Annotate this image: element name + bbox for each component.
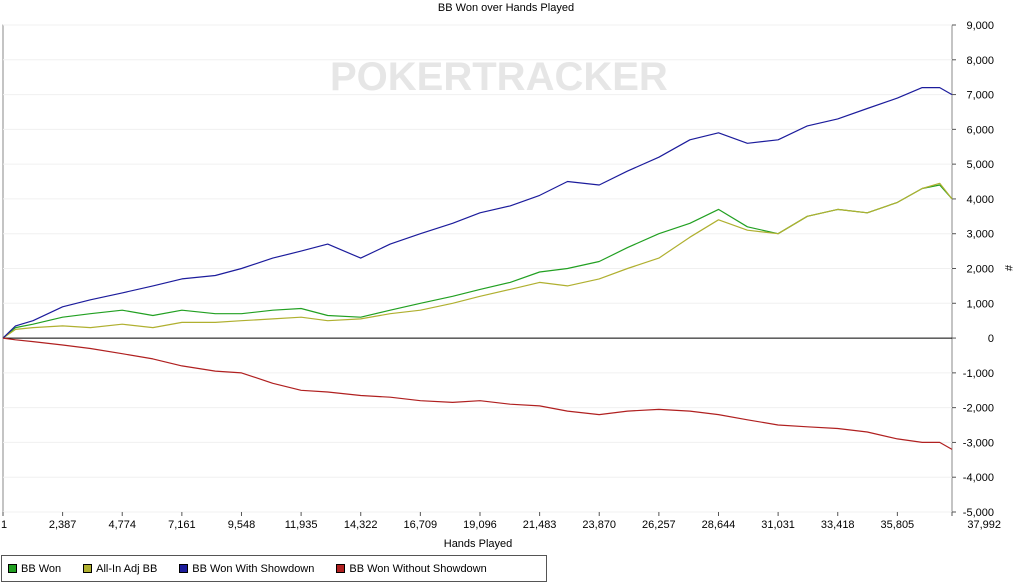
x-tick-label: 28,644 bbox=[702, 519, 736, 531]
legend-swatch bbox=[179, 564, 189, 573]
x-tick-label: 35,805 bbox=[881, 519, 915, 531]
legend: BB Won All-In Adj BB BB Won With Showdown B… bbox=[1, 555, 547, 582]
legend-item[interactable]: BB Won Without Showdown bbox=[336, 562, 487, 575]
x-tick-label: 11,935 bbox=[285, 519, 318, 531]
y-tick-label: -1,000 bbox=[963, 368, 994, 380]
x-tick-label: 31,031 bbox=[761, 519, 795, 531]
x-tick-label: 9,548 bbox=[228, 519, 256, 531]
series-line-bb-won-without-showdown bbox=[2, 337, 953, 450]
watermark-logo: POKERTRACKER bbox=[330, 55, 668, 99]
chart-title: BB Won over Hands Played bbox=[438, 2, 574, 14]
y-tick-label: 8,000 bbox=[966, 55, 994, 67]
x-tick-label: 2,387 bbox=[49, 519, 77, 531]
x-tick-label: 26,257 bbox=[642, 519, 676, 531]
y-axis-label: # bbox=[1002, 265, 1013, 272]
y-tick-label: 3,000 bbox=[966, 229, 994, 241]
axis-layer bbox=[2, 24, 956, 516]
series-line-all-in-adj-bb bbox=[2, 182, 953, 339]
x-tick-label: 14,322 bbox=[344, 519, 378, 531]
y-tick-labels: 9,000 8,000 7,000 6,000 5,000 4,000 3,000 2,000… bbox=[963, 20, 994, 519]
x-tick-label: 7,161 bbox=[168, 519, 196, 531]
x-tick-label: 1 bbox=[1, 519, 7, 531]
x-tick-label: 19,096 bbox=[463, 519, 497, 531]
y-tick-label: 7,000 bbox=[966, 90, 994, 102]
legend-label: BB Won bbox=[21, 562, 62, 575]
x-tick-label: 33,418 bbox=[821, 519, 855, 531]
y-tick-label: 2,000 bbox=[966, 264, 994, 276]
y-tick-label: -5,000 bbox=[963, 507, 994, 519]
legend-item[interactable]: BB Won bbox=[8, 563, 61, 575]
y-tick-label: 0 bbox=[988, 333, 994, 345]
legend-item[interactable]: BB Won With Showdown bbox=[179, 563, 314, 575]
y-tick-label: 4,000 bbox=[966, 194, 994, 206]
legend-swatch bbox=[83, 564, 93, 573]
series-line-bb-won-with-showdown bbox=[2, 86, 953, 339]
y-tick-label: -4,000 bbox=[963, 472, 994, 484]
legend-swatch bbox=[336, 564, 346, 573]
x-tick-label: 37,992 bbox=[967, 519, 1001, 531]
x-tick-label: 4,774 bbox=[108, 519, 136, 531]
y-tick-label: 1,000 bbox=[966, 298, 994, 310]
x-tick-label: 16,709 bbox=[404, 519, 438, 531]
y-tick-label: 9,000 bbox=[966, 20, 994, 32]
x-axis-label: Hands Played bbox=[444, 538, 513, 550]
legend-swatch bbox=[8, 564, 17, 573]
y-tick-label: 6,000 bbox=[966, 124, 994, 136]
x-tick-label: 21,483 bbox=[523, 519, 557, 531]
y-tick-label: 5,000 bbox=[966, 159, 994, 171]
y-tick-label: -3,000 bbox=[963, 437, 994, 449]
legend-label: BB Won Without Showdown bbox=[349, 562, 487, 575]
y-tick-label: -2,000 bbox=[963, 403, 994, 415]
series-layer bbox=[2, 86, 953, 450]
grid-layer bbox=[3, 24, 952, 513]
x-tick-label: 23,870 bbox=[582, 519, 616, 531]
x-tick-labels: 1 2,387 4,774 7,161 9,548 11,935 14,322 16,709 1… bbox=[1, 519, 1001, 531]
legend-label: BB Won With Showdown bbox=[192, 562, 315, 575]
legend-label: All-In Adj BB bbox=[96, 562, 158, 575]
legend-item[interactable]: All-In Adj BB bbox=[83, 563, 157, 575]
